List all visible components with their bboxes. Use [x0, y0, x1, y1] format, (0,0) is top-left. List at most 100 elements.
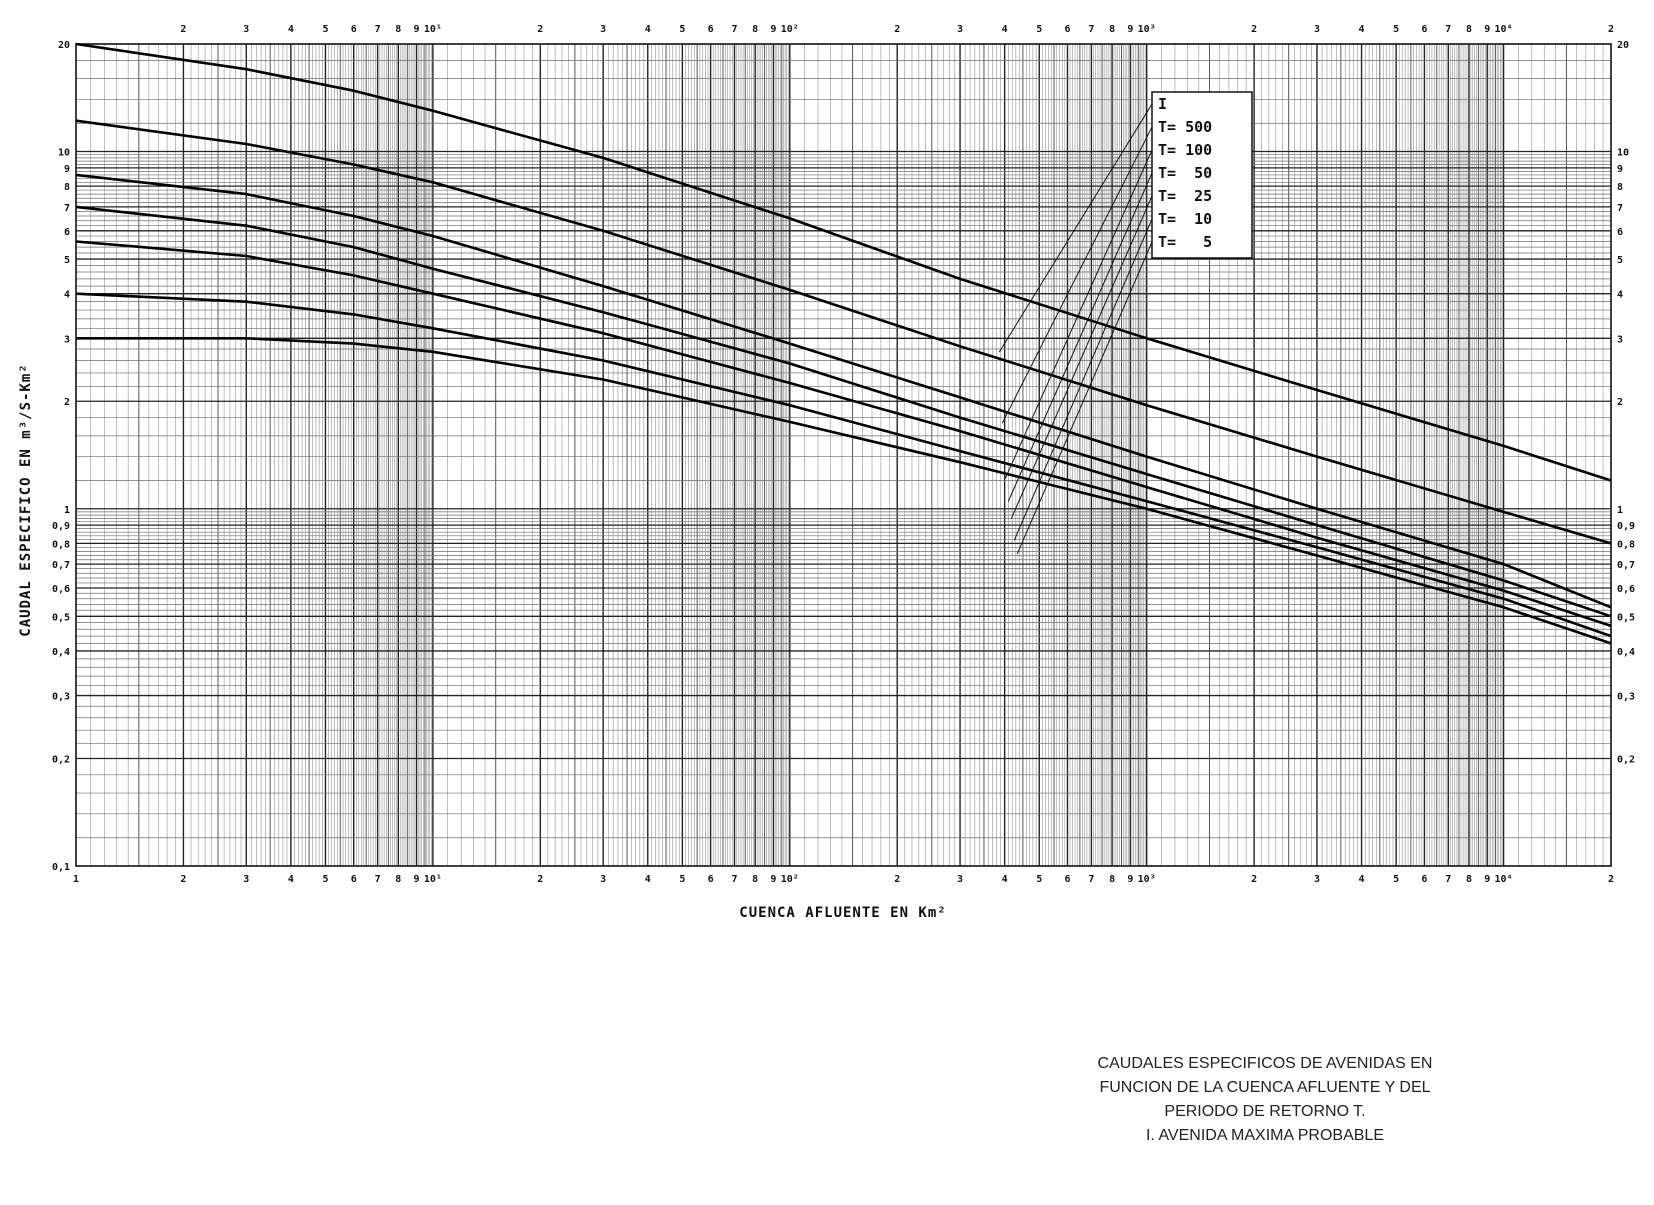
series-line-2	[75, 173, 1612, 609]
x-tick-label-top: 8	[395, 24, 401, 35]
y-tick-label-right: 8	[1617, 182, 1623, 193]
x-tick-label-top: 2	[894, 24, 900, 35]
x-tick-label-bottom: 8	[752, 874, 758, 885]
y-tick-label-right: 0,5	[1617, 612, 1635, 623]
y-tick-label-right: 0,4	[1617, 647, 1635, 658]
x-tick-label-bottom: 5	[1036, 874, 1042, 885]
x-tick-label-bottom: 8	[1466, 874, 1472, 885]
x-tick-label-bottom: 3	[957, 874, 963, 885]
x-tick-label-top: 7	[375, 24, 381, 35]
x-tick-label-bottom: 4	[1002, 874, 1008, 885]
y-tick-label-right: 0,2	[1617, 754, 1635, 765]
x-tick-label-bottom: 9	[770, 874, 776, 885]
y-tick-label-right: 0,6	[1617, 584, 1635, 595]
x-tick-label-top: 9	[414, 24, 420, 35]
x-tick-label-bottom: 6	[351, 874, 357, 885]
y-tick-label-left: 0,5	[52, 612, 70, 623]
y-axis-right-ticks: 0,2 0,3 0,4 0,5 0,6 0,7 0,8 0,9 1 2 3 4 5 6 7 8 9 10 20	[1617, 40, 1635, 765]
x-tick-label-top: 6	[1421, 24, 1427, 35]
legend-leader-line	[1004, 149, 1153, 479]
x-tick-label-bottom: 7	[731, 874, 737, 885]
x-tick-label-top: 9	[770, 24, 776, 35]
y-tick-label-right: 10	[1617, 148, 1629, 159]
x-tick-label-top: 9	[1484, 24, 1490, 35]
x-tick-label-bottom: 2	[537, 874, 543, 885]
caption-line-4: I. AVENIDA MAXIMA PROBABLE	[1145, 1127, 1384, 1144]
legend-leader-line	[1001, 126, 1153, 424]
y-tick-label-right: 5	[1617, 255, 1623, 266]
y-tick-label-left: 20	[58, 40, 70, 51]
x-tick-label-top: 2	[180, 24, 186, 35]
legend-entry: I	[1158, 95, 1167, 113]
legend-entry: T= 10	[1158, 210, 1212, 228]
series-line-0	[75, 42, 1612, 482]
legend: I T= 500 T= 100 T= 50 T= 25 T= 10 T= 5	[998, 91, 1253, 555]
x-tick-label-bottom: 10⁴	[1495, 874, 1513, 885]
y-tick-label-left: 8	[64, 182, 70, 193]
x-tick-label-bottom: 6	[1421, 874, 1427, 885]
y-tick-label-right: 9	[1617, 164, 1623, 175]
x-tick-label-bottom: 2	[180, 874, 186, 885]
x-tick-label-top: 3	[957, 24, 963, 35]
series-line-5	[75, 292, 1612, 638]
legend-leader-line	[998, 103, 1153, 353]
x-tick-label-top: 10¹	[424, 24, 442, 35]
x-tick-label-top: 3	[243, 24, 249, 35]
series-lines	[75, 42, 1612, 645]
x-tick-label-bottom: 10³	[1138, 874, 1156, 885]
y-tick-label-right: 1	[1617, 505, 1623, 516]
y-tick-label-left: 0,3	[52, 692, 70, 703]
series-line-4	[75, 240, 1612, 628]
x-tick-label-top: 6	[708, 24, 714, 35]
y-tick-label-left: 0,8	[52, 539, 70, 550]
x-axis-bottom-ticks: 1 2 3 4 5 6 7 8 9 10¹ 2 3 4 5 6 7 8 9 10² 2 3 4 5 6 7 8 9 10³ 2 3 4 5 6 7…	[73, 874, 1614, 885]
x-tick-label-top: 6	[351, 24, 357, 35]
legend-box	[1151, 91, 1253, 259]
y-tick-label-left: 6	[64, 227, 70, 238]
x-tick-label-bottom: 7	[1445, 874, 1451, 885]
x-tick-label-top: 2	[1251, 24, 1257, 35]
x-tick-label-top: 4	[288, 24, 294, 35]
x-tick-label-bottom: 2	[894, 874, 900, 885]
series-line-6	[76, 337, 1612, 645]
x-tick-label-top: 4	[1002, 24, 1008, 35]
y-tick-label-right: 6	[1617, 227, 1623, 238]
figure-caption: CAUDALES ESPECIFICOS DE AVENIDAS EN FUNC…	[960, 1052, 1570, 1148]
x-tick-label-bottom: 1	[73, 874, 79, 885]
y-tick-label-right: 3	[1617, 334, 1623, 345]
x-tick-label-bottom: 6	[1064, 874, 1070, 885]
y-tick-label-left: 3	[64, 334, 70, 345]
x-tick-label-top: 7	[1445, 24, 1451, 35]
x-tick-label-bottom: 5	[1393, 874, 1399, 885]
x-tick-label-bottom: 9	[1127, 874, 1133, 885]
caption-line-2: FUNCION DE LA CUENCA AFLUENTE Y DEL	[1099, 1079, 1431, 1096]
legend-entry: T= 50	[1158, 164, 1212, 182]
x-tick-label-bottom: 7	[375, 874, 381, 885]
x-tick-label-bottom: 4	[1359, 874, 1365, 885]
y-tick-label-right: 4	[1617, 290, 1623, 301]
x-tick-label-top: 10⁴	[1495, 24, 1513, 35]
y-tick-label-left: 0,9	[52, 521, 70, 532]
y-tick-label-left: 5	[64, 255, 70, 266]
y-tick-label-left: 2	[64, 397, 70, 408]
x-tick-label-bottom: 9	[414, 874, 420, 885]
caption-line-1: CAUDALES ESPECIFICOS DE AVENIDAS EN	[1097, 1055, 1433, 1072]
y-tick-label-left: 0,1	[52, 862, 70, 873]
legend-entry: T= 100	[1158, 141, 1212, 159]
x-tick-label-top: 5	[322, 24, 328, 35]
x-tick-label-top: 7	[1088, 24, 1094, 35]
y-axis-left-ticks: 0,1 0,2 0,3 0,4 0,5 0,6 0,7 0,8 0,9 1 2 3 4 5 6 7 8 9 10 20	[52, 40, 70, 873]
legend-entry: T= 5	[1158, 233, 1212, 251]
y-tick-label-left: 9	[64, 164, 70, 175]
x-tick-label-top: 9	[1127, 24, 1133, 35]
x-tick-label-top: 4	[1359, 24, 1365, 35]
x-axis-top-ticks: 2 3 4 5 6 7 8 9 10¹ 2 3 4 5 6 7 8 9 10² 2 3 4 5 6 7 8 9 10³ 2 3 4 5 6 7 8…	[180, 24, 1614, 35]
y-tick-label-left: 4	[64, 290, 70, 301]
y-tick-label-left: 0,2	[52, 754, 70, 765]
legend-entry: T= 25	[1158, 187, 1212, 205]
y-tick-label-right: 0,9	[1617, 521, 1635, 532]
x-axis-title: CUENCA AFLUENTE EN Km²	[739, 905, 946, 921]
x-tick-label-bottom: 7	[1088, 874, 1094, 885]
x-tick-label-bottom: 3	[243, 874, 249, 885]
